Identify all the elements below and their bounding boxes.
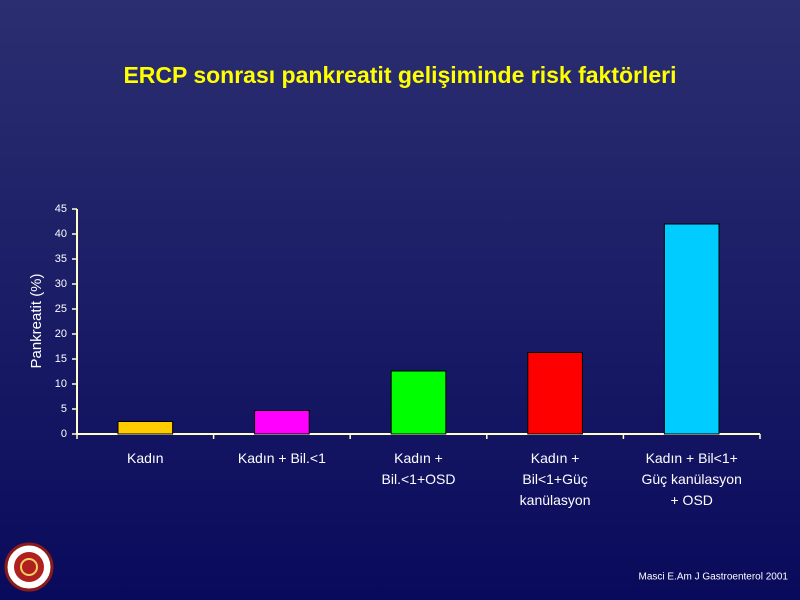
bar: [390, 370, 447, 435]
chart-title: ERCP sonrası pankreatit gelişiminde risk…: [123, 62, 676, 88]
x-tick-label: Kadın + Bil<1+Güç kanülasyon: [520, 450, 591, 508]
y-axis-label: Pankreatit (%): [28, 273, 45, 368]
x-tick-label: Kadın + Bil<1+ Güç kanülasyon + OSD: [641, 450, 741, 508]
x-tick-label: Kadın + Bil.<1: [238, 450, 326, 466]
y-tick-label: 45: [55, 203, 67, 215]
x-tick-label: Kadın: [127, 450, 164, 466]
y-tick-label: 5: [61, 403, 67, 415]
y-tick-label: 15: [55, 353, 67, 365]
y-tick-label: 30: [55, 278, 67, 290]
y-tick-label: 0: [61, 428, 67, 440]
y-tick-label: 20: [55, 328, 67, 340]
y-tick-label: 35: [55, 253, 67, 265]
x-tick-label: Kadın + Bil.<1+OSD: [382, 450, 456, 487]
y-tick-label: 10: [55, 378, 67, 390]
logo: [4, 542, 54, 592]
bar: [254, 410, 310, 435]
y-tick-label: 40: [55, 228, 67, 240]
bar: [527, 352, 583, 435]
bar: [663, 223, 720, 435]
bar: [117, 421, 174, 435]
y-tick-label: 25: [55, 303, 67, 315]
source: Masci E.Am J Gastroenterol 2001: [638, 572, 788, 583]
